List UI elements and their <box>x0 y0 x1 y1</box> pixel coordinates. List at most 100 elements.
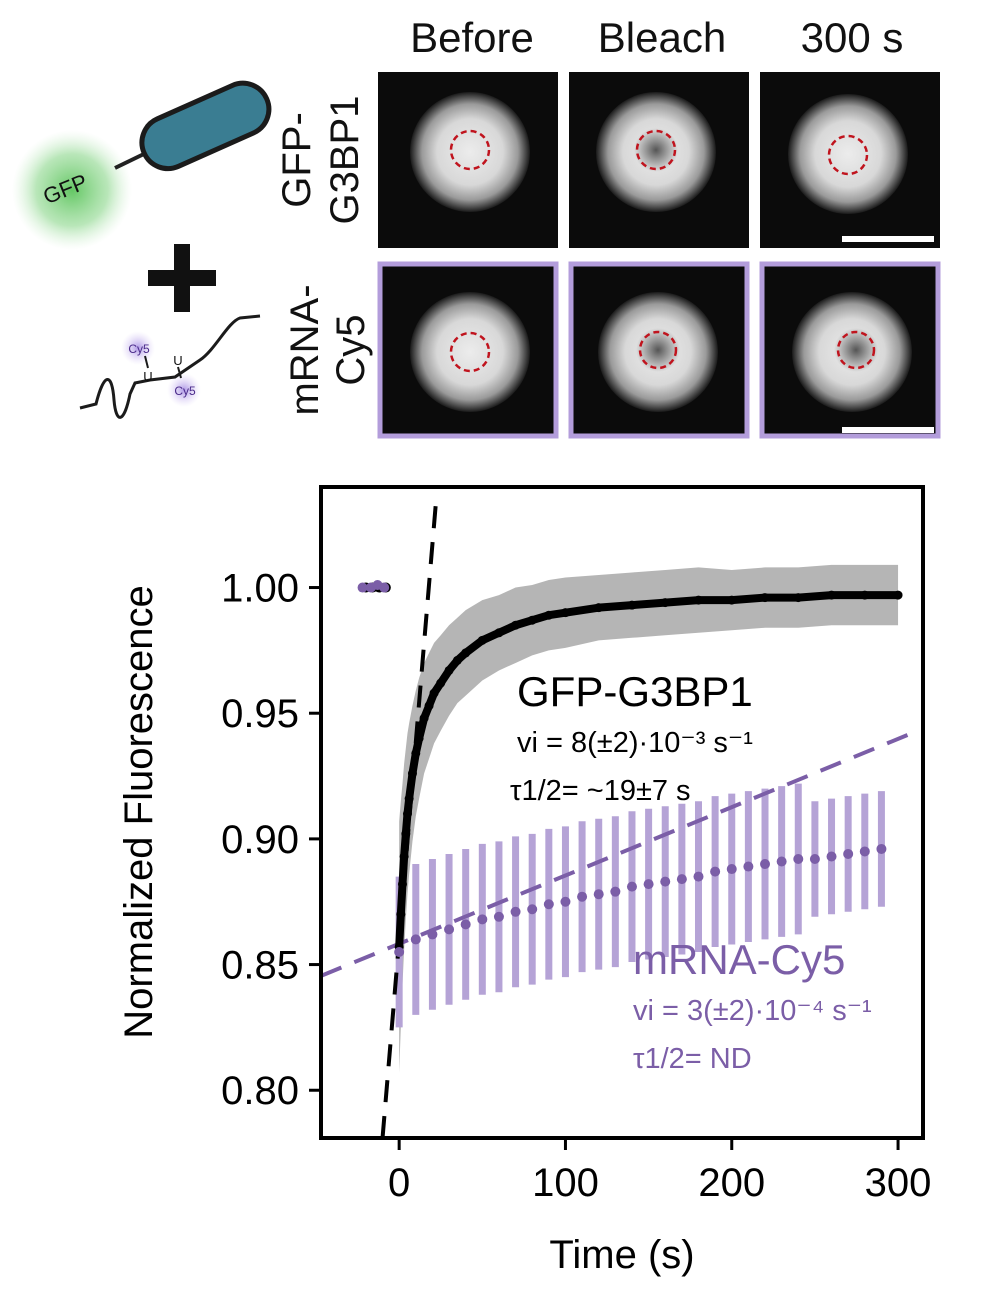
scale-bar <box>842 427 934 433</box>
gfp-data-point <box>444 665 454 675</box>
cy5-data-point <box>809 854 820 864</box>
x-axis-label: Time (s) <box>549 1233 694 1277</box>
column-header-bleach: Bleach <box>598 14 726 61</box>
annotation-gfp-name: GFP-G3BP1 <box>517 668 753 715</box>
column-header-300s: 300 s <box>801 14 904 61</box>
plot-area <box>321 504 916 1138</box>
column-headers: Before Bleach 300 s <box>410 14 903 61</box>
column-header-before: Before <box>410 14 534 61</box>
schematic: GFP U U Cy5 Cy5 <box>12 80 272 419</box>
row-label-cy5-line2: Cy5 <box>329 314 373 385</box>
cy5-data-point <box>859 846 870 857</box>
gfp-data-point <box>693 595 703 605</box>
annotation-gfp-rate: vi = 8(±2)·10⁻³ s⁻¹ <box>517 727 753 759</box>
cy5-data-point <box>660 876 671 887</box>
cy5-data-point <box>826 851 837 862</box>
gfp-data-point <box>860 590 870 600</box>
annotation-cy5-rate: vi = 3(±2)·10⁻⁴ s⁻¹ <box>633 995 872 1027</box>
scale-bar <box>842 236 934 242</box>
cy5-data-point <box>577 891 588 902</box>
gfp-data-point <box>404 794 414 804</box>
gfp-data-point <box>527 615 537 625</box>
cy5-prebleach-point <box>357 582 368 593</box>
gfp-data-point <box>429 688 439 698</box>
gfp-data-point <box>402 809 412 819</box>
gfp-data-point <box>893 590 903 600</box>
row-labels: GFP- G3BP1 mRNA- Cy5 <box>275 96 373 416</box>
gfp-data-point <box>397 879 407 889</box>
axes: 0 100 200 300 0.80 0.85 0.90 0.95 1.00 <box>221 567 931 1205</box>
gfp-data-point <box>511 620 521 630</box>
gfp-data-point <box>793 593 803 603</box>
gfp-data-point <box>414 733 424 743</box>
micrograph-cy5-300s <box>759 261 941 439</box>
cy5-data-point <box>477 914 488 925</box>
micrograph-gfp-before <box>378 72 558 248</box>
cy5-data-point <box>493 911 504 922</box>
cy5-data-point <box>876 843 887 854</box>
cy5-data-point <box>643 879 654 890</box>
cy5-data-point <box>394 947 405 957</box>
gfp-data-point <box>401 829 411 839</box>
gfp-data-point <box>461 648 471 658</box>
gfp-data-point <box>424 701 434 711</box>
cy5-label-1: Cy5 <box>128 342 150 356</box>
cy5-label-2: Cy5 <box>174 384 196 398</box>
gfp-data-point <box>827 590 837 600</box>
x-tick-label: 200 <box>698 1161 765 1205</box>
cy5-data-point <box>710 866 721 877</box>
cy5-data-point <box>444 924 455 935</box>
gfp-data-point <box>396 909 406 919</box>
gfp-data-point <box>419 713 429 723</box>
cy5-data-point <box>560 896 571 907</box>
gfp-data-point <box>407 769 417 779</box>
plot-frame <box>319 485 925 1140</box>
gfp-data-point <box>660 598 670 608</box>
y-tick-label: 0.80 <box>221 1069 299 1113</box>
cy5-data-point <box>610 886 621 897</box>
gfp-data-point <box>760 593 770 603</box>
x-tick-label: 0 <box>388 1161 410 1205</box>
cy5-data-point <box>593 889 604 900</box>
cy5-data-point <box>676 874 687 885</box>
plus-icon <box>148 244 216 312</box>
gfp-data-point <box>477 635 487 645</box>
gfp-data-point <box>594 603 604 613</box>
annotation-gfp-halftime: τ1/2= ~19±7 s <box>510 775 691 807</box>
gfp-glow <box>12 130 132 250</box>
cy5-data-point <box>527 904 538 915</box>
gfp-data-point <box>436 678 446 688</box>
svg-text:U: U <box>173 353 182 368</box>
gfp-data-point <box>727 595 737 605</box>
gfp-data-point <box>560 608 570 618</box>
cy5-data-point <box>776 856 787 867</box>
cy5-data-point <box>626 881 637 892</box>
row-label-gfp-line1: GFP- <box>275 112 319 208</box>
cy5-data-point <box>427 929 438 940</box>
micrograph-cy5-bleach <box>568 261 750 439</box>
y-tick-label: 0.90 <box>221 818 299 862</box>
cy5-data-point <box>543 899 554 910</box>
micrograph-cy5-before <box>377 261 559 439</box>
annotation-gfp: GFP-G3BP1 vi = 8(±2)·10⁻³ s⁻¹ τ1/2= ~19±… <box>510 668 753 807</box>
x-tick-label: 300 <box>865 1161 932 1205</box>
cy5-prebleach-point <box>379 582 390 593</box>
y-tick-label: 0.95 <box>221 692 299 736</box>
y-tick-label: 1.00 <box>221 567 299 611</box>
row-label-gfp-line2: G3BP1 <box>323 96 367 225</box>
y-tick-label: 0.85 <box>221 944 299 988</box>
protein-body-icon <box>139 80 272 172</box>
annotation-cy5-name: mRNA-Cy5 <box>633 936 845 983</box>
gfp-error-band <box>399 564 899 1073</box>
cy5-data-point <box>510 906 521 917</box>
micrograph-grid <box>377 72 941 439</box>
gfp-data-point <box>544 610 554 620</box>
cy5-data-point <box>843 848 854 859</box>
x-tick-label: 100 <box>532 1161 599 1205</box>
gfp-data-point <box>627 600 637 610</box>
gfp-data-point <box>399 851 409 861</box>
y-axis-label: Normalized Fluorescence <box>117 585 161 1039</box>
annotation-cy5: mRNA-Cy5 vi = 3(±2)·10⁻⁴ s⁻¹ τ1/2= ND <box>633 936 872 1075</box>
mrna-icon: U U Cy5 Cy5 <box>79 314 261 419</box>
